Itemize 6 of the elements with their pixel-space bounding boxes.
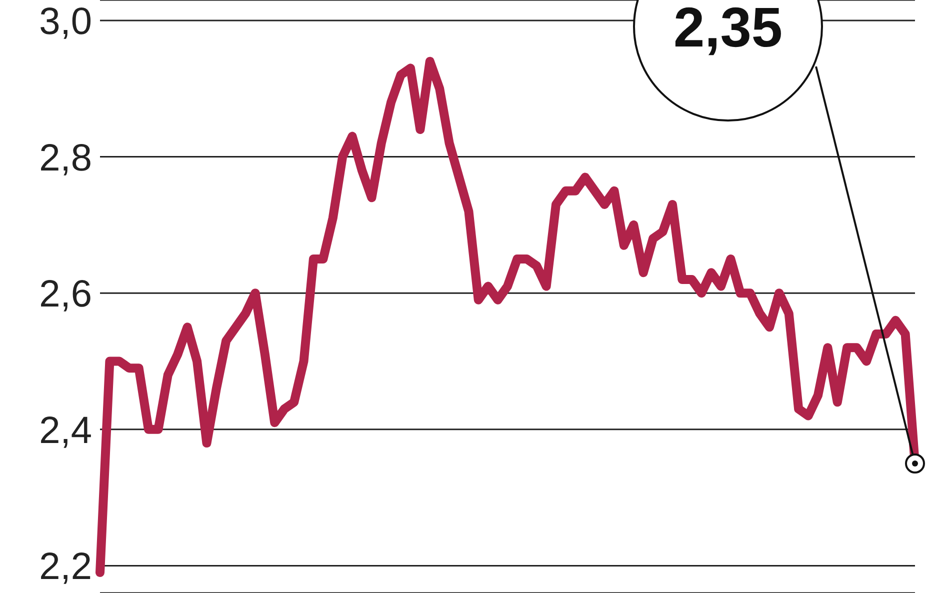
y-tick-label: 2,2 (39, 546, 92, 588)
annotation: 2,35 (674, 0, 782, 58)
y-tick-label: 2,4 (39, 410, 92, 452)
y-tick-label: 2,6 (39, 274, 92, 316)
y-tick-label: 3,0 (39, 0, 92, 43)
y-tick-label: 2,8 (39, 137, 92, 180)
